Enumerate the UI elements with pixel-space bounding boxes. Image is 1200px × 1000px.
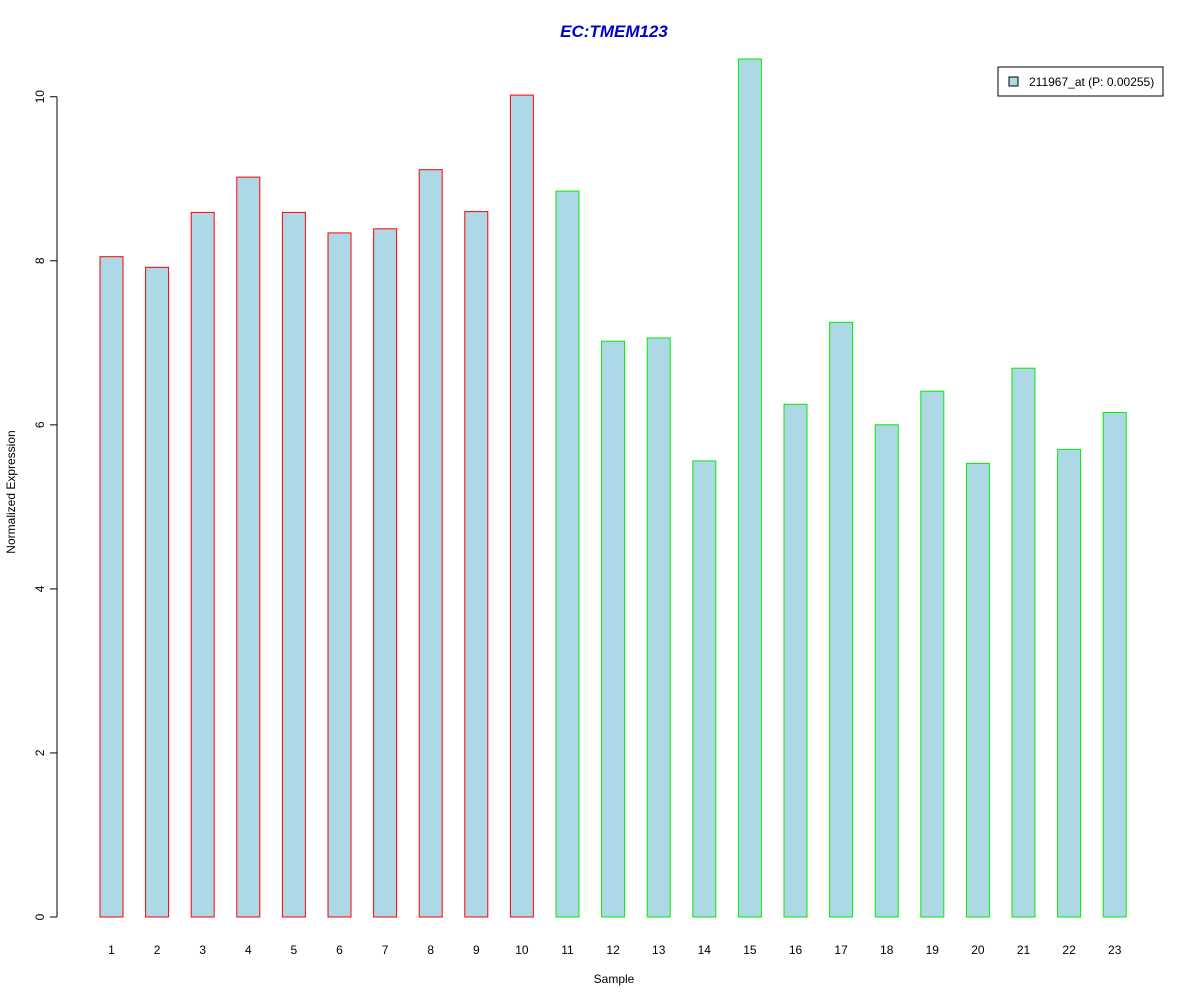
x-tick-label-21: 21 [1017, 943, 1031, 957]
x-tick-label-17: 17 [834, 943, 848, 957]
x-tick-label-5: 5 [291, 943, 298, 957]
x-tick-label-19: 19 [926, 943, 940, 957]
x-tick-label-6: 6 [336, 943, 343, 957]
bar-sample-4 [236, 176, 261, 918]
x-tick-label-16: 16 [789, 943, 803, 957]
x-axis-label: Sample [594, 972, 635, 986]
bar-sample-16 [783, 403, 808, 918]
x-tick-label-2: 2 [154, 943, 161, 957]
x-tick-label-4: 4 [245, 943, 252, 957]
bar-sample-19 [920, 390, 945, 918]
x-tick-label-18: 18 [880, 943, 894, 957]
x-tick-label-22: 22 [1062, 943, 1076, 957]
legend-swatch [1008, 76, 1019, 87]
bar-sample-2 [145, 266, 170, 918]
bar-sample-5 [281, 211, 306, 918]
bar-sample-15 [737, 58, 762, 918]
legend-label: 211967_at (P: 0.00255) [1029, 75, 1154, 89]
y-tick-label-10: 10 [33, 90, 47, 104]
bar-sample-18 [874, 424, 899, 918]
bar-sample-23 [1102, 412, 1127, 918]
bar-sample-21 [1011, 367, 1036, 918]
bar-sample-12 [601, 340, 626, 918]
y-axis: 0 2 4 6 8 10 [33, 90, 58, 920]
x-tick-label-10: 10 [515, 943, 529, 957]
bar-sample-3 [190, 211, 215, 918]
bar-sample-13 [646, 337, 671, 918]
x-tick-label-23: 23 [1108, 943, 1122, 957]
bar-sample-22 [1057, 448, 1082, 918]
bar-sample-6 [327, 232, 352, 918]
legend-box [997, 66, 1164, 97]
x-tick-label-11: 11 [561, 943, 574, 957]
bar-sample-11 [555, 190, 580, 918]
bar-sample-1 [99, 256, 124, 918]
x-tick-label-8: 8 [427, 943, 434, 957]
bar-sample-17 [829, 321, 854, 918]
y-axis-label: Normalized Expression [4, 430, 18, 553]
x-tick-label-7: 7 [382, 943, 389, 957]
x-tick-label-3: 3 [199, 943, 206, 957]
y-tick-label-0: 0 [33, 913, 47, 920]
bar-sample-8 [418, 169, 443, 918]
x-tick-label-14: 14 [698, 943, 712, 957]
y-tick-label-2: 2 [33, 749, 47, 756]
bars [99, 58, 1127, 918]
bar-sample-10 [509, 94, 534, 918]
y-tick-label-6: 6 [33, 421, 47, 428]
x-tick-label-20: 20 [971, 943, 985, 957]
x-tick-label-9: 9 [473, 943, 480, 957]
y-tick-label-4: 4 [33, 585, 47, 592]
x-tick-labels: 1 2 3 4 5 6 7 8 9 10 11 12 13 14 15 16 17 18 19 20 21 22 23 [108, 943, 1122, 957]
legend: 211967_at (P: 0.00255) [997, 66, 1164, 97]
x-tick-label-13: 13 [652, 943, 666, 957]
bar-sample-9 [464, 211, 489, 918]
x-tick-label-15: 15 [743, 943, 757, 957]
bar-sample-7 [373, 228, 398, 918]
x-tick-label-1: 1 [108, 943, 115, 957]
x-tick-label-12: 12 [606, 943, 620, 957]
bar-sample-20 [965, 462, 990, 918]
y-tick-label-8: 8 [33, 257, 47, 264]
chart-title: EC:TMEM123 [560, 22, 668, 41]
bar-sample-14 [692, 460, 717, 918]
